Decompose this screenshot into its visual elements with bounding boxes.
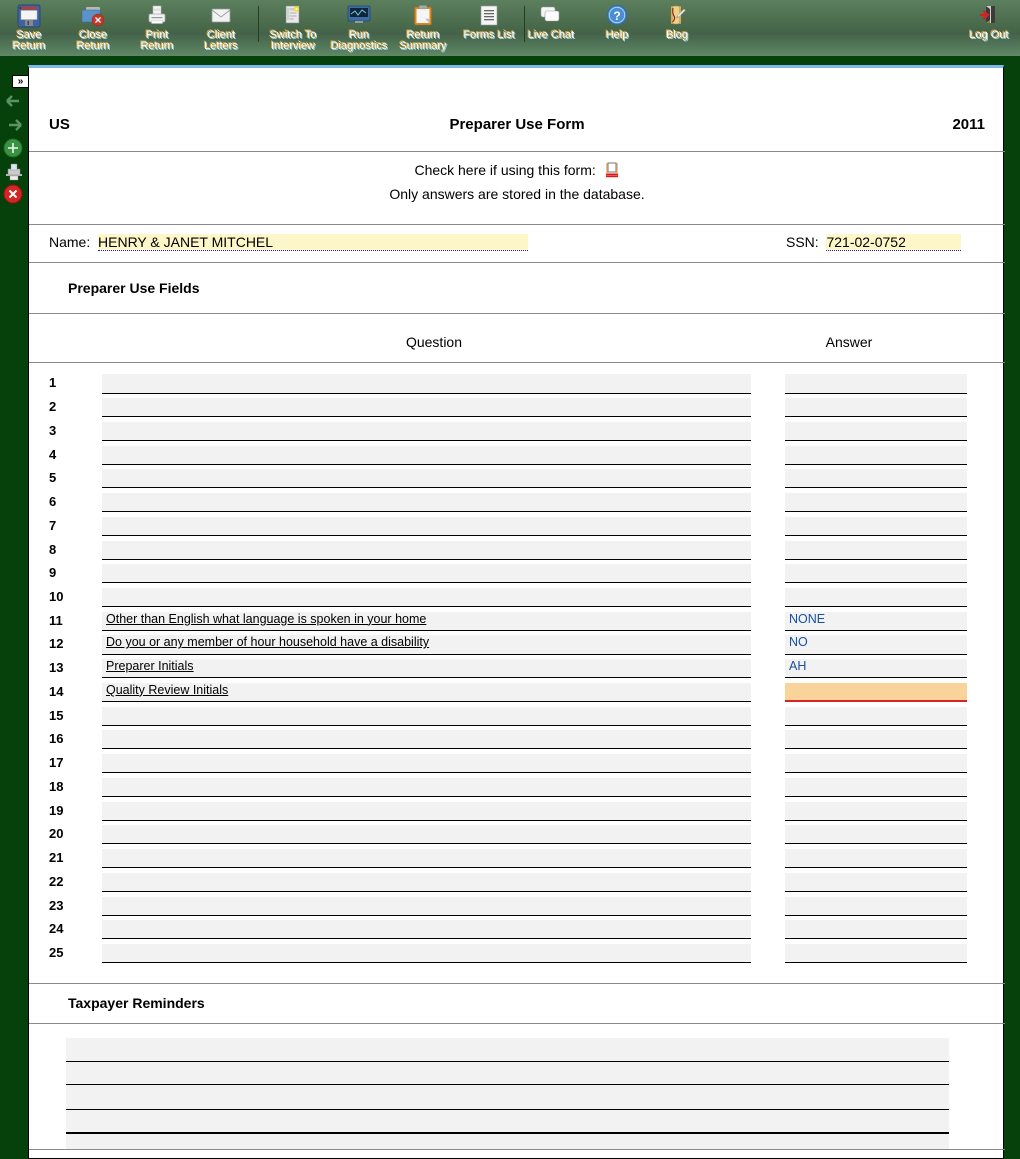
- svg-text:?: ?: [613, 9, 620, 23]
